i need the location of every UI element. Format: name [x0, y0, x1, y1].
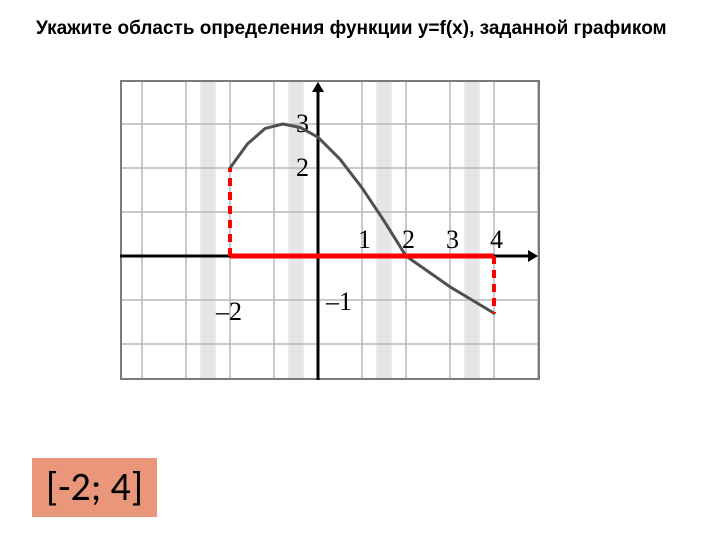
svg-text:–1: –1: [325, 287, 352, 316]
svg-text:3: 3: [296, 109, 309, 138]
title-suffix: , заданной графиком: [469, 18, 667, 39]
answer-interval: [-2; 4]: [32, 458, 157, 517]
chart-container: –2 1 2 3 4 2 3 –1: [120, 80, 540, 385]
svg-text:2: 2: [402, 225, 415, 254]
svg-text:2: 2: [296, 153, 309, 182]
answer-text: [-2; 4]: [46, 462, 143, 511]
svg-text:3: 3: [446, 225, 459, 254]
svg-text:1: 1: [358, 225, 371, 254]
svg-text:–2: –2: [215, 297, 242, 326]
question-title: Укажите область определения функции y=f(…: [36, 18, 667, 40]
svg-text:4: 4: [490, 225, 503, 254]
title-prefix: Укажите область определения функции: [36, 18, 418, 39]
function-graph: –2 1 2 3 4 2 3 –1: [120, 80, 540, 380]
title-fn: y=f(x): [418, 18, 469, 39]
